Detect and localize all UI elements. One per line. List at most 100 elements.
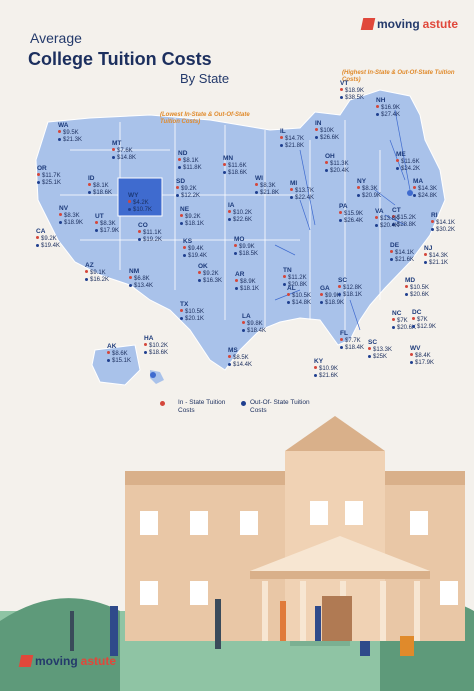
state-label-ga: GA $9.9K $18.9K: [320, 285, 344, 308]
state-label-wy: WY $4.2K $10.7K: [128, 192, 152, 215]
state-label-ne: NE $9.2K $18.1K: [180, 206, 204, 229]
out-state-cost: $20.4K: [375, 223, 399, 231]
out-state-cost: $20.6K: [405, 292, 429, 300]
state-abbrev: NM: [129, 268, 140, 275]
state-label-mi: MI $13.7K $22.4K: [290, 180, 314, 203]
out-state-cost: $18.5K: [234, 251, 258, 259]
out-state-cost: $22.4K: [290, 195, 314, 203]
state-abbrev: AK: [107, 343, 117, 350]
state-abbrev: WY: [128, 192, 139, 199]
state-abbrev: AZ: [85, 262, 94, 269]
state-abbrev: MT: [112, 140, 122, 147]
state-label-nd: ND $8.1K $11.8K: [178, 150, 202, 173]
in-state-cost: $11.1K: [138, 230, 162, 238]
out-state-cost: $18.1K: [338, 292, 362, 300]
in-state-cost: $15.2K: [392, 215, 416, 223]
state-abbrev: DC: [412, 309, 422, 316]
state-abbrev: AL: [287, 285, 296, 292]
out-state-cost: $20.9K: [357, 193, 381, 201]
state-abbrev: DE: [390, 242, 400, 249]
in-state-legend-dot: [160, 401, 165, 406]
in-state-cost: $9.4K: [183, 246, 207, 254]
brand-logo-bottom: moving astute: [18, 654, 116, 668]
state-label-va: VA $13.8K $20.4K: [375, 208, 399, 231]
out-state-cost: $30.2K: [431, 227, 455, 235]
state-label-mt: MT $7.6K $14.8K: [112, 140, 136, 163]
in-state-cost: $10.2K: [228, 210, 252, 218]
in-state-cost: $9.8K: [242, 321, 266, 329]
out-state-cost: $21.6K: [390, 257, 414, 265]
in-state-cost: $11.6K: [396, 159, 420, 167]
out-state-cost: $19.2K: [138, 237, 162, 245]
state-abbrev: NJ: [424, 245, 433, 252]
state-abbrev: ND: [178, 150, 188, 157]
state-abbrev: MN: [223, 155, 234, 162]
out-state-cost: $25.1K: [37, 180, 61, 188]
state-abbrev: SC: [338, 277, 348, 284]
out-state-legend-label: Out-Of- State Tuition Costs: [250, 399, 310, 414]
in-state-cost: $4.2K: [128, 200, 152, 208]
out-state-cost: $10.7K: [128, 207, 152, 215]
out-state-cost: $18.6K: [144, 350, 168, 358]
in-state-cost: $16.9K: [376, 105, 400, 113]
out-state-cost: $24.2K: [396, 166, 420, 174]
out-state-cost: $12.2K: [176, 193, 200, 201]
state-label-ar: AR $8.9K $18.1K: [235, 271, 259, 294]
in-state-cost: $8.4K: [410, 353, 434, 361]
state-label-ks: KS $9.4K $19.4K: [183, 238, 207, 261]
state-label-ok: OK $9.2K $16.3K: [198, 263, 222, 286]
state-abbrev: UT: [95, 213, 104, 220]
out-state-cost: $18.1K: [180, 221, 204, 229]
in-state-cost: $9.2K: [36, 236, 60, 244]
out-state-cost: $20.6K: [392, 325, 416, 333]
state-abbrev: SD: [176, 178, 186, 185]
state-label-pa: PA $15.9K $26.4K: [339, 203, 363, 226]
out-state-cost: $28.8K: [392, 222, 416, 230]
state-label-nv: NV $8.3K $18.9K: [59, 205, 83, 228]
state-label-wv: WV $8.4K $17.9K: [410, 345, 434, 368]
state-abbrev: VT: [340, 80, 349, 87]
out-state-cost: $14.4K: [228, 362, 252, 370]
brand-name-part: moving: [377, 17, 420, 31]
state-abbrev: NV: [59, 205, 69, 212]
in-state-cost: $7K: [392, 318, 416, 326]
out-state-cost: $19.4K: [183, 253, 207, 261]
state-label-co: CO $11.1K $19.2K: [138, 222, 162, 245]
state-abbrev: PA: [339, 203, 348, 210]
in-state-cost: $14.3K: [424, 253, 448, 261]
state-abbrev: MO: [234, 236, 245, 243]
in-state-cost: $13.8K: [375, 216, 399, 224]
out-state-cost: $21.1K: [424, 260, 448, 268]
state-abbrev: FL: [340, 330, 348, 337]
state-abbrev: RI: [431, 212, 438, 219]
state-label-nm: NM $6.8K $13.4K: [129, 268, 153, 291]
title-line-1: Average: [30, 30, 82, 46]
out-state-legend-dot: [241, 401, 246, 406]
state-abbrev: CO: [138, 222, 148, 229]
in-state-legend-label: In - State Tuition Costs: [178, 399, 226, 414]
state-label-ak: AK $8.6K $15.1K: [107, 343, 131, 366]
in-state-cost: $6.8K: [129, 276, 153, 284]
in-state-cost: $14.3K: [413, 186, 437, 194]
state-label-nj: NJ $14.3K $21.1K: [424, 245, 448, 268]
campus-illustration: [0, 416, 474, 691]
state-abbrev: KS: [183, 238, 193, 245]
state-abbrev: IN: [315, 120, 322, 127]
state-label-dc: DC $7K $12.9K: [412, 309, 436, 332]
in-state-cost: $10.5K: [180, 309, 204, 317]
out-state-cost: $18.9K: [59, 220, 83, 228]
state-label-mo: MO $9.9K $18.5K: [234, 236, 258, 259]
state-abbrev: ID: [88, 175, 95, 182]
state-label-in: IN $10K $26.6K: [315, 120, 339, 143]
state-label-wa: WA $9.5K $21.3K: [58, 122, 82, 145]
state-label-nc: NC $7K $20.6K: [392, 310, 416, 333]
state-label-ia: IA $10.2K $22.6K: [228, 202, 252, 225]
state-label-al: AL $10.5K $14.8K: [287, 285, 311, 308]
in-state-cost: $9.2K: [198, 271, 222, 279]
state-abbrev: NE: [180, 206, 190, 213]
hawaii-marker: [150, 372, 156, 378]
out-state-cost: $22.6K: [228, 217, 252, 225]
in-state-cost: $7.7K: [340, 338, 364, 346]
out-state-cost: $17.9K: [410, 360, 434, 368]
